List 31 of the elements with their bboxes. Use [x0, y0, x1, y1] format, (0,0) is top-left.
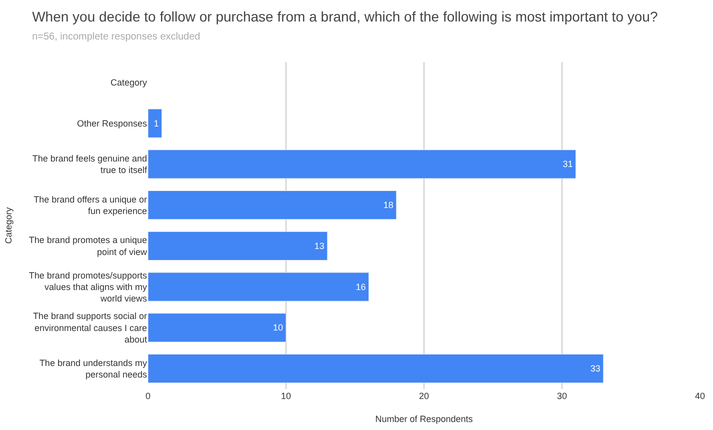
- y-tick-label: The brand supports social or environmental causes I care about: [32, 311, 148, 345]
- bar: [148, 313, 286, 342]
- y-tick-label: The brand promotes/supports values that aligns with my world views: [28, 270, 148, 304]
- x-tick-label: 40: [694, 391, 706, 401]
- x-axis-title: Number of Respondents: [375, 414, 474, 424]
- data-label: 10: [272, 322, 283, 333]
- bar: [148, 272, 370, 302]
- y-tick-label: The brand understands my personal needs: [39, 358, 148, 380]
- bar: [148, 150, 576, 179]
- y-tick-label: Other Responses: [76, 118, 148, 128]
- data-label: 13: [314, 240, 324, 251]
- x-tick-label: 30: [556, 391, 568, 401]
- y-axis-title: Category: [3, 206, 14, 244]
- bar: [148, 231, 328, 260]
- bar: [148, 190, 397, 220]
- data-label: 1: [154, 118, 159, 128]
- bar: [148, 108, 162, 138]
- y-tick-label: Category: [110, 78, 148, 88]
- x-tick-label: 10: [280, 391, 292, 401]
- x-tick-label: 0: [145, 391, 151, 401]
- data-label: 16: [356, 282, 366, 292]
- y-tick-label: The brand feels genuine and true to itself: [32, 153, 148, 176]
- data-label: 18: [383, 200, 394, 210]
- bar: [148, 354, 604, 384]
- chart-title: When you decide to follow or purchase from a brand, which of the following is most important to you?: [32, 8, 658, 24]
- y-tick-label: The brand promotes a unique point of view: [28, 235, 148, 257]
- data-label: 31: [562, 159, 573, 170]
- x-tick-label: 20: [418, 391, 430, 401]
- y-tick-label: The brand offers a unique or fun experience: [34, 194, 147, 216]
- data-label: 33: [590, 364, 600, 374]
- chart-subtitle: n=56, incomplete responses excluded: [32, 32, 200, 43]
